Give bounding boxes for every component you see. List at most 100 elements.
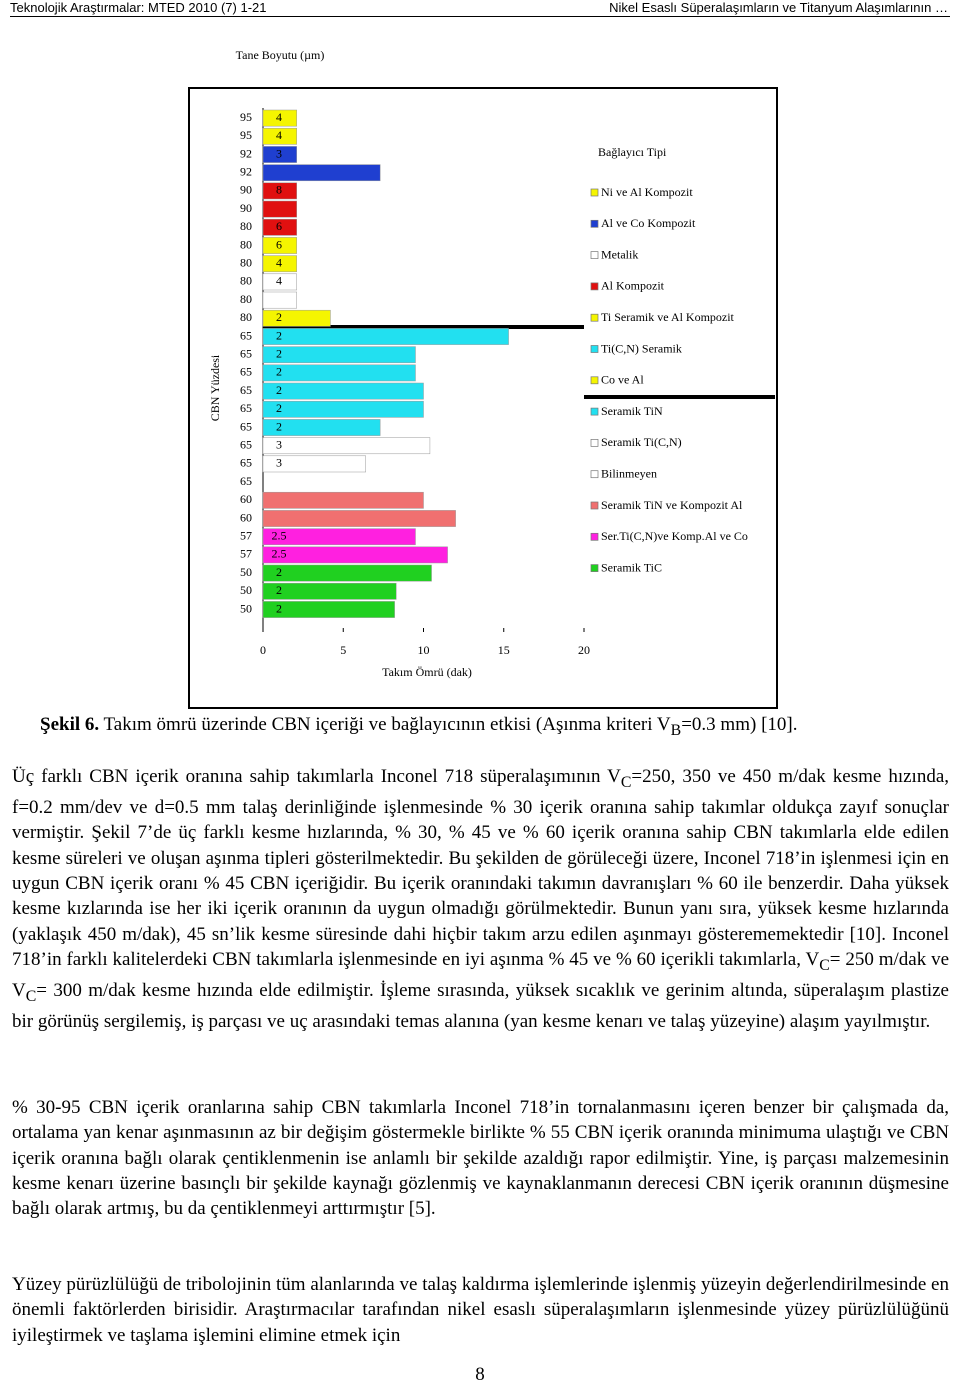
y-tick-label: 65 bbox=[240, 474, 252, 488]
y-tick-label: 92 bbox=[240, 164, 252, 178]
bar bbox=[262, 237, 297, 254]
bar bbox=[262, 564, 432, 582]
y-tick-label: 80 bbox=[240, 310, 252, 324]
bar bbox=[262, 510, 456, 527]
grain-size-label: 4 bbox=[276, 274, 282, 288]
bar bbox=[262, 455, 366, 473]
legend-label: Metalik bbox=[601, 247, 638, 261]
legend-swatch bbox=[590, 532, 599, 541]
legend-swatch bbox=[590, 219, 599, 228]
legend-swatch bbox=[590, 282, 599, 291]
legend-label: Seramik TiN bbox=[601, 404, 663, 418]
legend-swatch bbox=[590, 439, 599, 447]
subscript: C bbox=[620, 773, 632, 791]
grain-size-label: 4 bbox=[276, 128, 282, 142]
grain-size-label: 2 bbox=[276, 365, 282, 379]
grain-size-label: 3 bbox=[276, 437, 282, 451]
bar bbox=[262, 146, 297, 163]
text-run: Üç farklı CBN içerik oranına sahip takım… bbox=[12, 766, 621, 787]
legend-label: Co ve Al bbox=[601, 373, 644, 387]
x-tick-label: 20 bbox=[578, 643, 590, 657]
page-number: 8 bbox=[475, 1364, 485, 1385]
text-run: % 30-95 CBN içerik oranlarına sahip CBN … bbox=[12, 1097, 949, 1220]
y-tick-label: 57 bbox=[240, 528, 252, 542]
grain-size-label: 2.5 bbox=[272, 528, 287, 542]
bar bbox=[262, 546, 448, 564]
grain-size-title: Tane Boyutu (µm) bbox=[236, 48, 325, 62]
grain-size-label: 2 bbox=[276, 419, 282, 433]
y-axis-title: CBN Yüzdesi bbox=[208, 354, 222, 421]
x-tick-label: 0 bbox=[260, 643, 266, 657]
y-tick-label: 92 bbox=[240, 146, 252, 160]
y-tick-label: 80 bbox=[240, 219, 252, 233]
y-tick-label: 90 bbox=[240, 183, 252, 197]
legend-label: Seramik TiC bbox=[601, 560, 662, 574]
grain-size-label: 3 bbox=[276, 146, 282, 160]
y-tick-label: 65 bbox=[240, 456, 252, 470]
bar bbox=[262, 218, 297, 236]
legend-label: Al Kompozit bbox=[601, 279, 665, 293]
paragraph: Üç farklı CBN içerik oranına sahip takım… bbox=[12, 764, 949, 1034]
legend-label: Ser.Ti(C,N)ve Komp.Al ve Co bbox=[601, 529, 748, 543]
paragraph: % 30-95 CBN içerik oranlarına sahip CBN … bbox=[12, 1095, 949, 1221]
legend-label: Ti(C,N) Seramik bbox=[601, 341, 682, 355]
y-tick-label: 80 bbox=[240, 274, 252, 288]
y-tick-label: 65 bbox=[240, 365, 252, 379]
grain-size-label: 4 bbox=[276, 110, 282, 124]
legend-title: Bağlayıcı Tipi bbox=[598, 145, 667, 159]
legend-swatch bbox=[590, 345, 599, 353]
grain-size-label: 2 bbox=[276, 565, 282, 579]
y-tick-label: 65 bbox=[240, 328, 252, 342]
y-tick-label: 95 bbox=[240, 128, 252, 142]
bar bbox=[262, 200, 297, 218]
subscript: C bbox=[25, 987, 37, 1005]
y-tick-label: 50 bbox=[240, 583, 252, 597]
y-tick-label: 60 bbox=[240, 510, 252, 524]
bar bbox=[262, 437, 431, 455]
legend-label: Al ve Co Kompozit bbox=[601, 216, 696, 230]
y-tick-label: 65 bbox=[240, 419, 252, 433]
y-tick-label: 60 bbox=[240, 492, 252, 506]
legend-swatch bbox=[590, 251, 599, 259]
x-tick-label: 15 bbox=[498, 643, 510, 657]
y-tick-label: 65 bbox=[240, 346, 252, 360]
x-tick-label: 5 bbox=[340, 643, 346, 657]
y-tick-label: 90 bbox=[240, 201, 252, 215]
y-tick-label: 65 bbox=[240, 383, 252, 397]
grain-size-label: 2.5 bbox=[272, 547, 287, 561]
legend-swatch bbox=[590, 501, 599, 510]
y-tick-label: 80 bbox=[240, 292, 252, 306]
y-tick-label: 80 bbox=[240, 237, 252, 251]
grain-size-label: 2 bbox=[276, 328, 282, 342]
bar bbox=[262, 309, 331, 327]
grain-size-label: 2 bbox=[276, 310, 282, 324]
legend-label: Bilinmeyen bbox=[601, 466, 657, 480]
bar bbox=[262, 400, 424, 418]
legend-label: Ti Seramik ve Al Kompozit bbox=[601, 310, 735, 324]
grain-size-label: 2 bbox=[276, 383, 282, 397]
grain-size-label: 2 bbox=[276, 583, 282, 597]
grain-size-label: 2 bbox=[276, 346, 282, 360]
bar bbox=[262, 273, 297, 291]
bar bbox=[262, 127, 297, 145]
figure-caption: Şekil 6. Takım ömrü üzerinde CBN içeriği… bbox=[40, 714, 797, 740]
legend-swatch bbox=[590, 188, 599, 197]
bar bbox=[262, 109, 297, 127]
text-run: =250, 350 ve 450 m/dak kesme hızında, f=… bbox=[12, 766, 950, 970]
header-left: Teknolojik Araştırmalar: MTED 2010 (7) 1… bbox=[10, 0, 267, 15]
text-run: = 250 m/dak ve V bbox=[12, 948, 950, 1001]
bar bbox=[262, 528, 416, 546]
grain-size-label: 6 bbox=[276, 237, 282, 251]
text-run: = 300 m/dak kesme hızında elde edilmişti… bbox=[12, 979, 949, 1033]
bar bbox=[262, 255, 297, 273]
y-tick-label: 50 bbox=[240, 601, 252, 615]
grain-size-label: 6 bbox=[276, 219, 282, 233]
legend-swatch bbox=[590, 376, 599, 385]
bar bbox=[262, 291, 297, 309]
bar bbox=[262, 382, 424, 400]
y-tick-label: 80 bbox=[240, 255, 252, 269]
legend-label: Seramik TiN ve Kompozit Al bbox=[601, 498, 743, 512]
bar bbox=[262, 364, 416, 382]
legend-swatch bbox=[590, 470, 599, 479]
